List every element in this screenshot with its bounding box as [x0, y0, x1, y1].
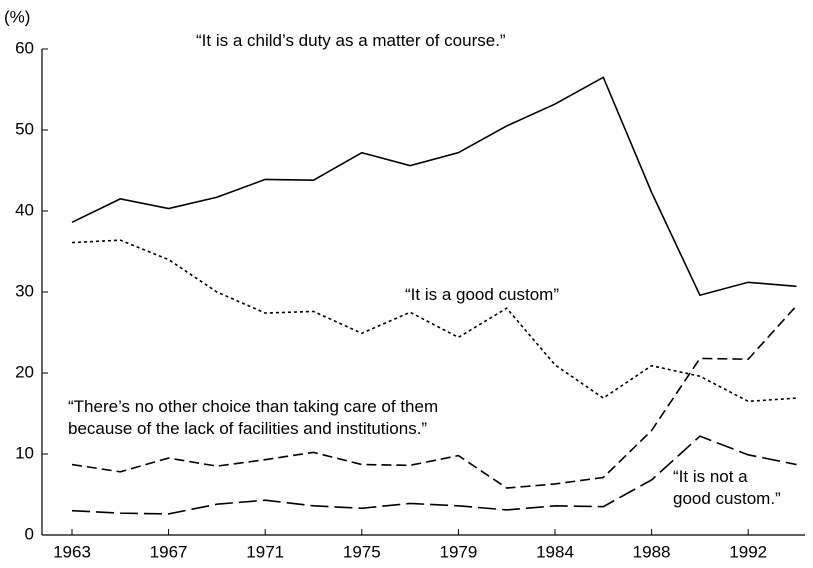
series-label: “It is a good custom” [405, 285, 560, 304]
series-label: “There’s no other choice than taking car… [68, 397, 439, 438]
x-tick-label: 1984 [536, 542, 574, 561]
x-tick-label: 1967 [150, 542, 188, 561]
data-line [71, 435, 797, 515]
series-label: “It is not a good custom.” [673, 467, 781, 508]
x-tick-label: 1971 [246, 542, 284, 561]
x-tick-label: 1975 [343, 542, 381, 561]
data-line [71, 239, 797, 403]
series-label: “It is a child’s duty as a matter of cou… [196, 31, 506, 50]
y-tick-label: 60 [15, 38, 34, 57]
x-tick-label: 1988 [633, 542, 671, 561]
y-axis-label: (%) [4, 7, 30, 26]
x-tick-label: 1992 [729, 542, 767, 561]
y-tick-label: 30 [15, 281, 34, 300]
y-tick-label: 10 [15, 443, 34, 462]
y-tick-label: 40 [15, 200, 34, 219]
y-tick-label: 50 [15, 119, 34, 138]
x-tick-label: 1963 [53, 542, 91, 561]
data-line [71, 305, 798, 489]
data-line [71, 76, 797, 297]
y-tick-label: 20 [15, 362, 34, 381]
y-tick-label: 0 [25, 524, 34, 543]
x-tick-label: 1979 [439, 542, 477, 561]
